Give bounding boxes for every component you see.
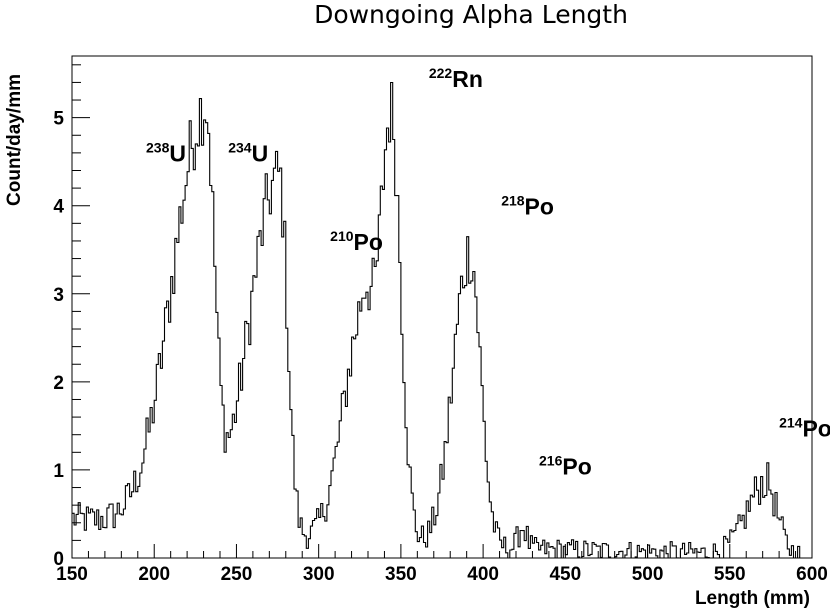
x-tick-label: 200 [138,564,170,585]
peak-label-u234: 234U [228,140,268,167]
x-tick-label: 150 [56,564,88,585]
y-tick-label: 3 [53,285,64,306]
peak-label-po218: 218Po [501,193,554,220]
y-tick-label: 5 [53,109,64,130]
peak-label-po216: 216Po [539,452,592,479]
x-tick-label: 400 [467,564,499,585]
y-tick-label: 2 [53,373,64,394]
x-tick-label: 300 [303,564,335,585]
x-tick-label: 350 [385,564,417,585]
histogram-layer [72,81,812,559]
y-axis-label: Count/day/mm [4,74,25,206]
x-tick-label: 250 [221,564,253,585]
peak-element: Po [525,194,554,220]
peak-label-po210: 210Po [330,228,383,255]
x-axis-label: Length (mm) [695,588,810,609]
y-tick-label: 0 [53,549,64,570]
peak-element: U [252,141,269,167]
x-tick-label: 550 [714,564,746,585]
peak-mass-number: 214 [779,414,803,430]
peak-element: Po [354,229,383,255]
chart-title: Downgoing Alpha Length [314,0,628,29]
peak-element: Po [562,453,591,479]
peak-element: U [169,141,186,167]
peak-mass-number: 234 [228,140,252,156]
peak-mass-number: 222 [429,65,453,81]
peak-label-u238: 238U [146,140,186,167]
peak-mass-number: 218 [501,193,525,209]
peak-element: Rn [452,66,483,92]
peak-mass-number: 210 [330,228,354,244]
peak-label-rn222: 222Rn [429,65,483,92]
y-tick-label: 4 [53,197,64,218]
x-tick-label: 500 [632,564,664,585]
x-tick-label: 600 [796,564,828,585]
y-tick-label: 1 [53,461,64,482]
peak-mass-number: 216 [539,452,563,468]
x-tick-label: 450 [549,564,581,585]
plot-frame [71,55,813,559]
peak-element: Po [802,415,830,441]
peak-mass-number: 238 [146,140,170,156]
peak-label-po214: 214Po [779,414,830,441]
histogram-line [72,81,812,559]
